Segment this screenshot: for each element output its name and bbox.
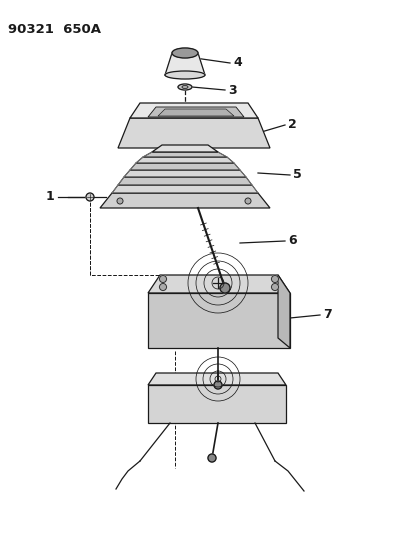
Circle shape xyxy=(207,454,216,462)
Circle shape xyxy=(159,276,166,282)
Polygon shape xyxy=(130,163,240,170)
Ellipse shape xyxy=(182,85,188,88)
Polygon shape xyxy=(147,107,243,117)
Polygon shape xyxy=(124,170,245,177)
Circle shape xyxy=(86,193,94,201)
Polygon shape xyxy=(118,177,252,185)
Ellipse shape xyxy=(171,48,197,58)
Circle shape xyxy=(244,198,250,204)
Polygon shape xyxy=(158,109,233,116)
Polygon shape xyxy=(147,385,285,423)
Text: 90321  650A: 90321 650A xyxy=(8,23,101,36)
Circle shape xyxy=(219,283,230,293)
Polygon shape xyxy=(147,373,285,385)
Polygon shape xyxy=(118,118,269,148)
Polygon shape xyxy=(147,275,289,293)
Polygon shape xyxy=(152,145,218,152)
Ellipse shape xyxy=(178,84,192,90)
Text: 2: 2 xyxy=(287,118,296,132)
Polygon shape xyxy=(277,275,289,348)
Text: 6: 6 xyxy=(287,235,296,247)
Circle shape xyxy=(159,284,166,290)
Circle shape xyxy=(271,276,278,282)
Ellipse shape xyxy=(165,71,204,79)
Circle shape xyxy=(271,284,278,290)
Text: 5: 5 xyxy=(292,168,301,182)
Polygon shape xyxy=(147,293,289,348)
Circle shape xyxy=(214,381,221,389)
Text: 1: 1 xyxy=(45,190,54,204)
Text: 3: 3 xyxy=(228,84,236,96)
Polygon shape xyxy=(136,157,233,163)
Circle shape xyxy=(117,198,123,204)
Text: 7: 7 xyxy=(322,309,331,321)
Polygon shape xyxy=(130,103,257,118)
Polygon shape xyxy=(142,152,226,157)
Polygon shape xyxy=(165,53,204,75)
Polygon shape xyxy=(100,193,269,208)
Polygon shape xyxy=(112,185,257,193)
Text: 4: 4 xyxy=(233,56,241,69)
